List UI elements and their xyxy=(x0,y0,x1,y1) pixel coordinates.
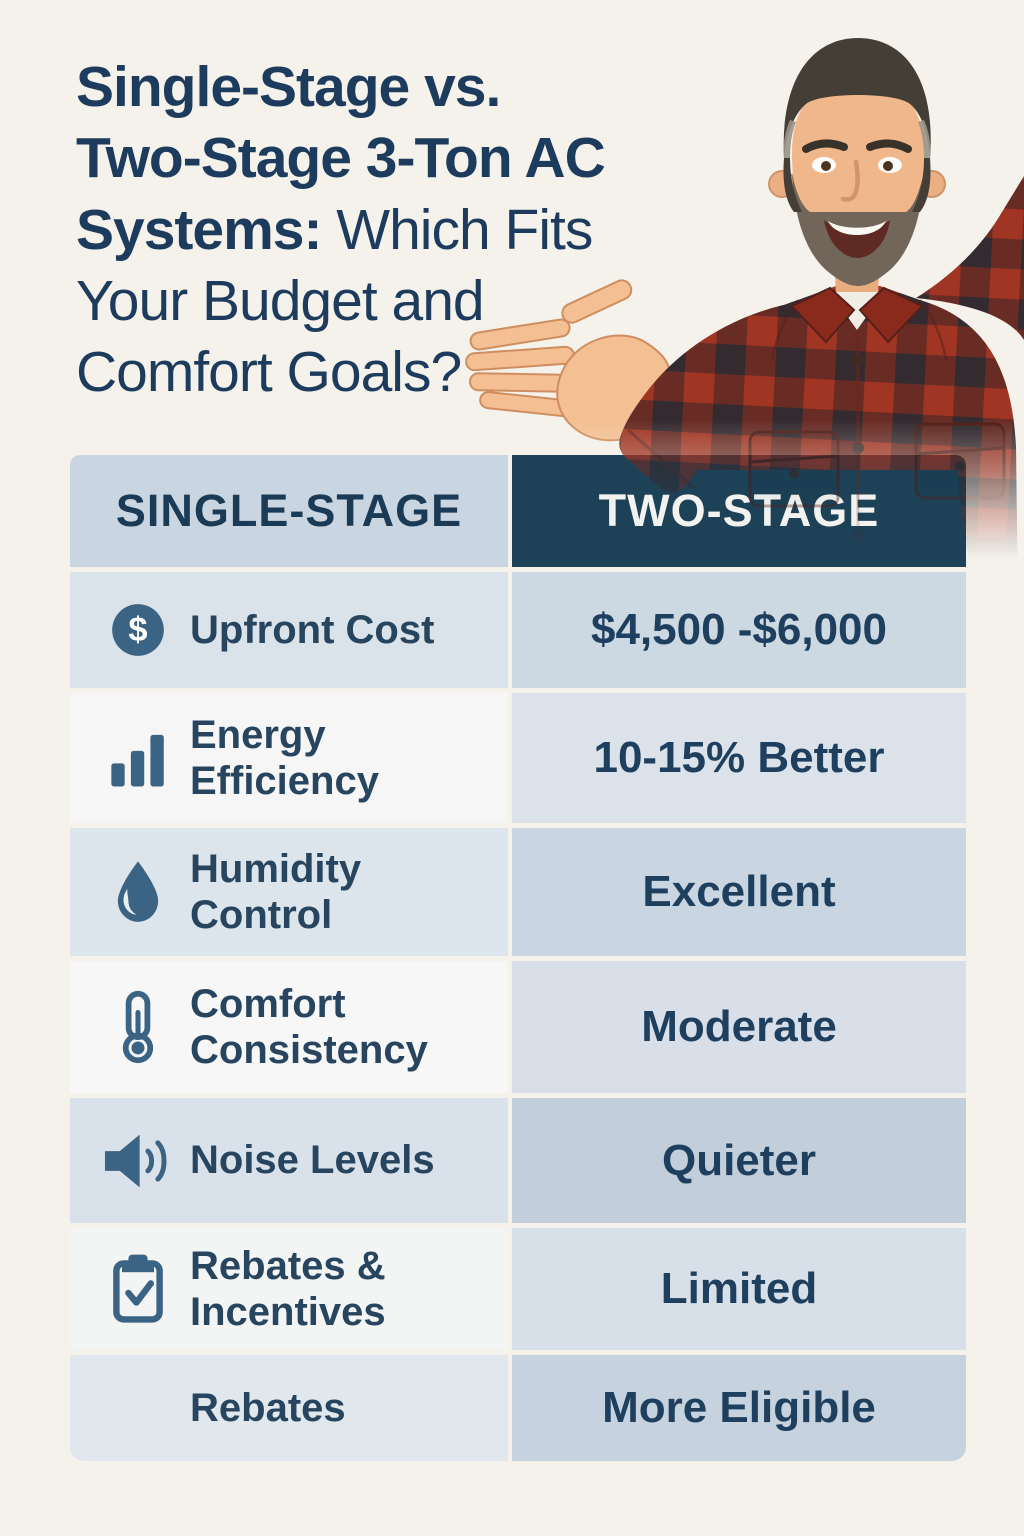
water-drop-icon xyxy=(100,857,176,927)
speaker-icon xyxy=(100,1130,176,1192)
title-line-1: Single-Stage vs. xyxy=(76,55,501,119)
table-row-energy-efficiency: Energy Efficiency 10-15% Better xyxy=(70,693,966,823)
row-label: Energy Efficiency xyxy=(190,712,379,803)
table-row-noise-levels: Noise Levels Quieter xyxy=(70,1098,966,1223)
table-row-rebates-incentives: Rebates & Incentives Limited xyxy=(70,1228,966,1350)
table-row-upfront-cost: $ Upfront Cost $4,500 -$6,000 xyxy=(70,572,966,688)
comparison-table: SINGLE-STAGE TWO-STAGE $ Upfront Cost $4… xyxy=(70,455,966,1461)
table-row-rebates: Rebates More Eligible xyxy=(70,1355,966,1461)
title-line-3-regular: Which Fits xyxy=(321,197,593,262)
row-value: Moderate xyxy=(641,1002,837,1051)
row-label: Noise Levels xyxy=(190,1138,435,1183)
table-row-comfort-consistency: Comfort Consistency Moderate xyxy=(70,961,966,1093)
row-value: More Eligible xyxy=(602,1383,876,1432)
title-line-4: Your Budget and xyxy=(76,268,485,333)
dollar-coin-icon: $ xyxy=(100,599,176,661)
row-label: Rebates xyxy=(190,1385,346,1430)
svg-text:$: $ xyxy=(128,611,147,649)
clipboard-check-icon xyxy=(100,1253,176,1325)
row-value: Limited xyxy=(660,1264,818,1313)
title-line-5: Comfort Goals? xyxy=(76,340,462,404)
row-label: Humidity Control xyxy=(190,846,362,937)
row-label: Upfront Cost xyxy=(190,607,435,652)
bar-chart-icon xyxy=(100,726,176,790)
header-two-stage: TWO-STAGE xyxy=(512,455,966,567)
table-header-row: SINGLE-STAGE TWO-STAGE xyxy=(70,455,966,567)
row-value: Quieter xyxy=(661,1135,817,1185)
page-title: Single-Stage vs. Two-Stage 3-Ton AC Syst… xyxy=(76,52,736,408)
row-label: Rebates & Incentives xyxy=(190,1243,386,1334)
thermometer-icon xyxy=(100,986,176,1068)
row-value: 10-15% Better xyxy=(593,733,885,782)
row-value: $4,500 -$6,000 xyxy=(590,605,888,654)
row-value: Excellent xyxy=(642,867,836,916)
head xyxy=(768,38,946,286)
title-line-2: Two-Stage 3-Ton AC xyxy=(76,126,606,191)
row-label: Comfort Consistency xyxy=(190,981,428,1072)
table-row-humidity-control: Humidity Control Excellent xyxy=(70,828,966,956)
title-line-3-bold: Systems: xyxy=(76,197,322,262)
header-single-stage: SINGLE-STAGE xyxy=(70,455,508,567)
